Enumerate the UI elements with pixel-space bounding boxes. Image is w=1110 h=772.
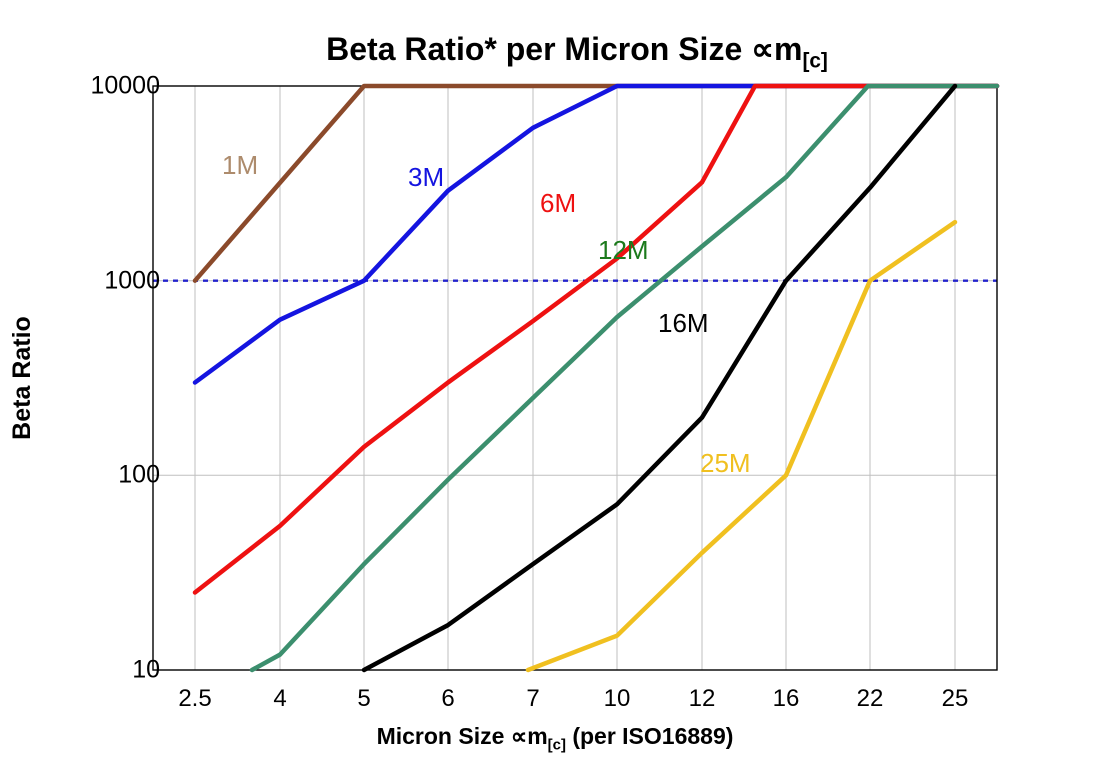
- svg-text:Beta Ratio: Beta Ratio: [8, 316, 36, 440]
